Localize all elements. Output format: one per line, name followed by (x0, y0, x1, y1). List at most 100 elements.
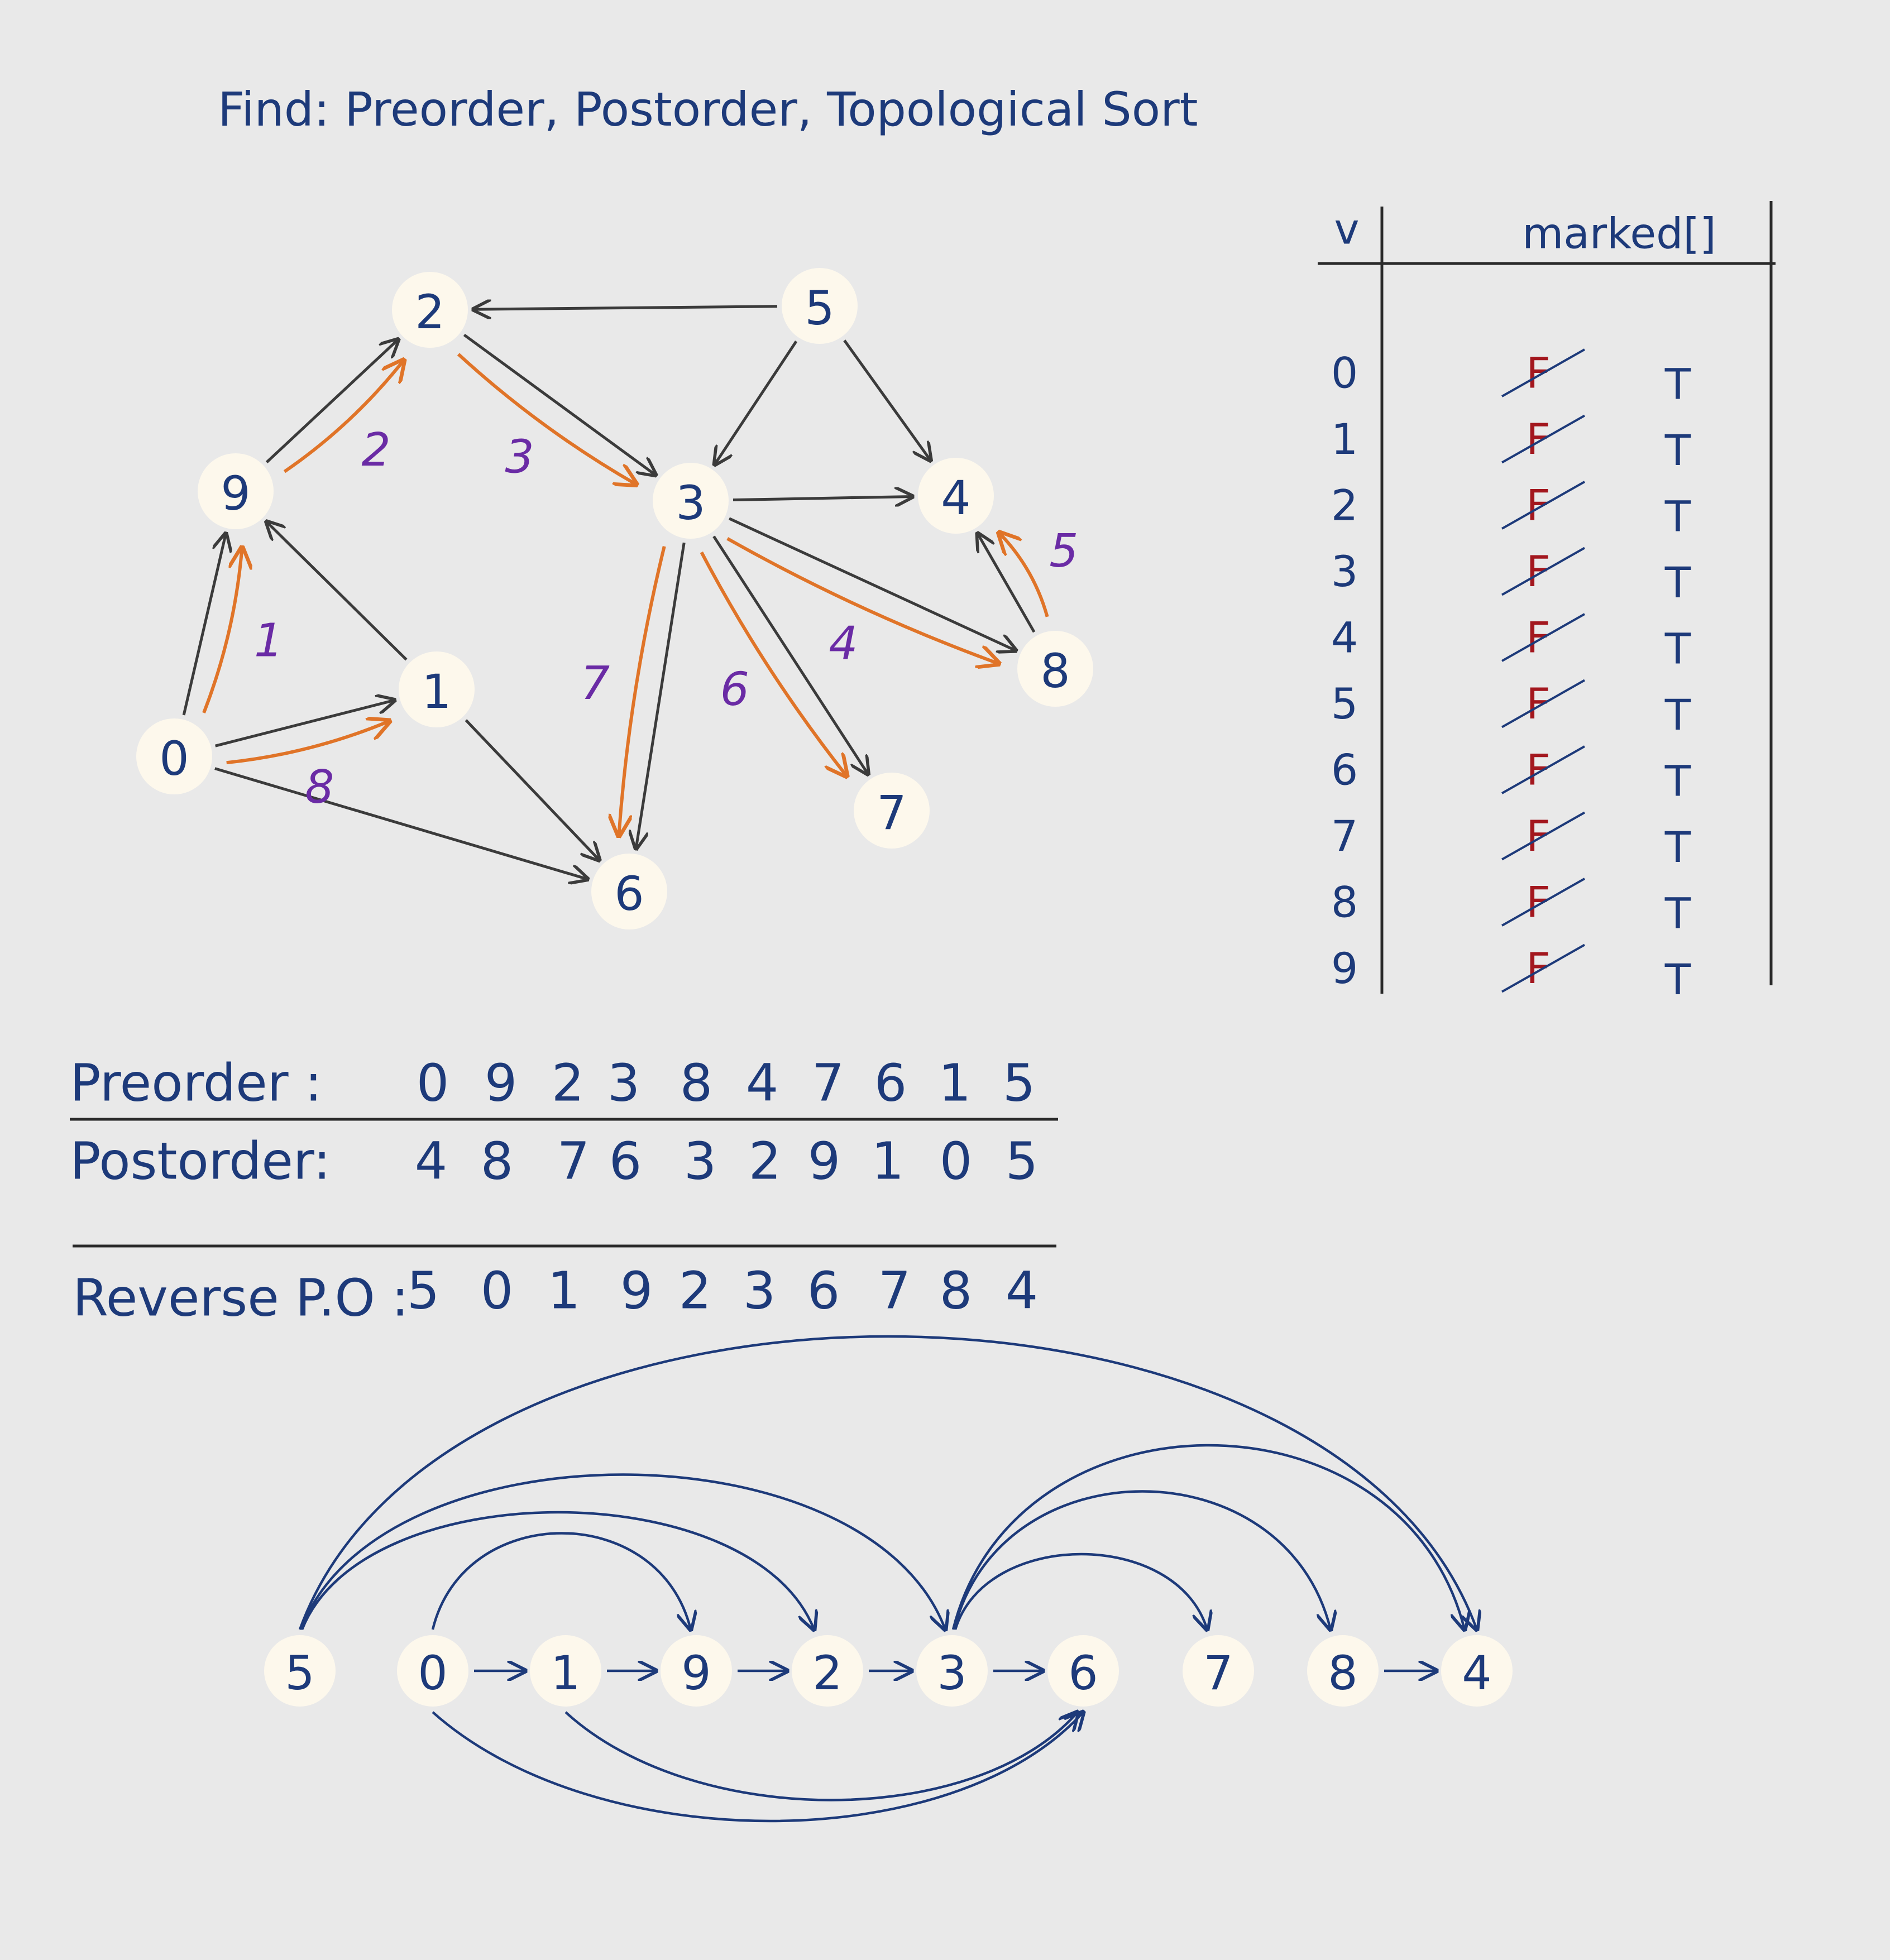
strike-mark (1501, 348, 1585, 397)
sequence-value: 3 (684, 1132, 717, 1191)
node-label: 7 (877, 785, 906, 840)
node-circle (782, 268, 858, 344)
row-new-value: T (1664, 425, 1691, 475)
marked-table: v marked[] 0 F T 1 F T 2 F T 3 F T 4 F T 5 F T 6 F T 7 F T 8 F T 9 F… (1318, 201, 1776, 1004)
sequence-value: 2 (749, 1132, 782, 1191)
traversal-edge-2-3 (457, 353, 637, 484)
traversal-step-label: 4 (829, 617, 858, 670)
node-label: 1 (422, 664, 451, 719)
row-new-value: T (1664, 360, 1691, 409)
node-label: 3 (937, 1646, 966, 1700)
edge-3-8 (728, 517, 1016, 651)
sequence-value: 5 (407, 1261, 440, 1321)
node-circle (792, 1635, 863, 1707)
sequence-value: 1 (872, 1132, 905, 1191)
table-row: 1 F T (1331, 414, 1691, 475)
table-rows: 0 F T 1 F T 2 F T 3 F T 4 F T 5 F T 6 F T 7 F T 8 F T 9 F T (1331, 348, 1691, 1005)
sequence-value: 2 (679, 1261, 712, 1321)
sequence-value: 9 (808, 1132, 841, 1191)
sequence-value: 0 (481, 1261, 514, 1321)
traversal-edge-0-9 (202, 548, 242, 714)
strike-mark (1501, 679, 1585, 729)
row-old-value: F (1526, 414, 1551, 464)
node-label: 8 (1328, 1646, 1357, 1700)
strike-mark (1501, 547, 1585, 596)
node-label: 0 (159, 731, 189, 786)
node-circle (399, 651, 475, 727)
node-label: 2 (415, 285, 444, 339)
topo-edge-3-4 (951, 1444, 1465, 1630)
edge-0-6 (214, 767, 587, 879)
graph-edges (182, 306, 1036, 879)
node-label: 1 (551, 1646, 580, 1700)
strike-mark (1501, 481, 1585, 530)
topo-node-4: 4 (1441, 1635, 1513, 1707)
node-circle (916, 1635, 988, 1707)
graph-node-7: 7 (854, 773, 930, 849)
traversal-edge-3-8 (726, 537, 999, 664)
preorder-label: Preorder : (70, 1053, 322, 1113)
row-vertex: 3 (1331, 547, 1358, 596)
topo-edge-0-9 (431, 1532, 691, 1630)
topo-edge-0-6 (432, 1712, 1083, 1823)
strike-mark (1501, 943, 1585, 993)
edge-9-2 (265, 339, 398, 463)
row-old-value: F (1526, 745, 1551, 795)
row-old-value: F (1526, 679, 1551, 729)
topo-node-9: 9 (661, 1635, 732, 1707)
topo-edge-5-3 (299, 1473, 945, 1630)
node-label: 8 (1040, 644, 1070, 698)
table-row: 5 F T (1331, 679, 1691, 740)
row-vertex: 5 (1331, 679, 1358, 729)
traversal-step-label: 5 (1049, 525, 1078, 578)
row-new-value: T (1664, 492, 1691, 541)
sequence-value: 1 (548, 1261, 581, 1321)
edge-1-6 (465, 719, 599, 860)
row-vertex: 9 (1331, 943, 1358, 993)
sequence-value: 0 (417, 1053, 449, 1113)
node-label: 6 (1068, 1646, 1098, 1700)
graph-node-8: 8 (1017, 631, 1093, 707)
graph-node-0: 0 (136, 718, 212, 794)
row-new-value: T (1664, 822, 1691, 872)
edge-5-2 (473, 306, 778, 309)
topo-node-8: 8 (1307, 1635, 1379, 1707)
row-vertex: 1 (1331, 414, 1358, 464)
row-vertex: 8 (1331, 878, 1358, 927)
traversal-edge-3-7 (700, 551, 846, 776)
traversal-edges: 1 2 3 4 5 6 7 8 (202, 353, 1078, 835)
row-old-value: F (1526, 943, 1551, 993)
node-circle (530, 1635, 601, 1707)
graph-node-9: 9 (198, 453, 274, 529)
topo-node-2: 2 (792, 1635, 863, 1707)
node-circle (397, 1635, 468, 1707)
graph-nodes: 0 1 2 3 4 5 6 7 8 9 (136, 268, 1093, 929)
node-circle (918, 458, 994, 534)
sequence-value: 4 (415, 1132, 448, 1191)
row-vertex: 4 (1331, 613, 1358, 663)
strike-mark (1501, 745, 1585, 794)
row-new-value: T (1664, 690, 1691, 740)
sequence-value: 6 (807, 1261, 840, 1321)
traversal-step-label: 8 (305, 761, 334, 814)
row-vertex: 0 (1331, 348, 1358, 398)
row-new-value: T (1664, 955, 1691, 1004)
topo-edge-5-4 (298, 1335, 1477, 1630)
node-circle (661, 1635, 732, 1707)
edge-0-9 (182, 534, 226, 716)
table-header-marked: marked[] (1522, 209, 1716, 258)
sequence-value: 6 (874, 1053, 907, 1113)
node-circle (136, 718, 212, 794)
table-row: 8 F T (1331, 878, 1691, 938)
row-vertex: 7 (1331, 811, 1358, 861)
node-circle (591, 854, 667, 929)
edge-3-6 (636, 542, 686, 849)
node-label: 4 (1462, 1646, 1491, 1700)
page-title: Find: Preorder, Postorder, Topological S… (218, 82, 1198, 137)
graph-node-5: 5 (782, 268, 858, 344)
topo-node-5: 5 (264, 1635, 336, 1707)
node-label: 7 (1203, 1646, 1233, 1700)
